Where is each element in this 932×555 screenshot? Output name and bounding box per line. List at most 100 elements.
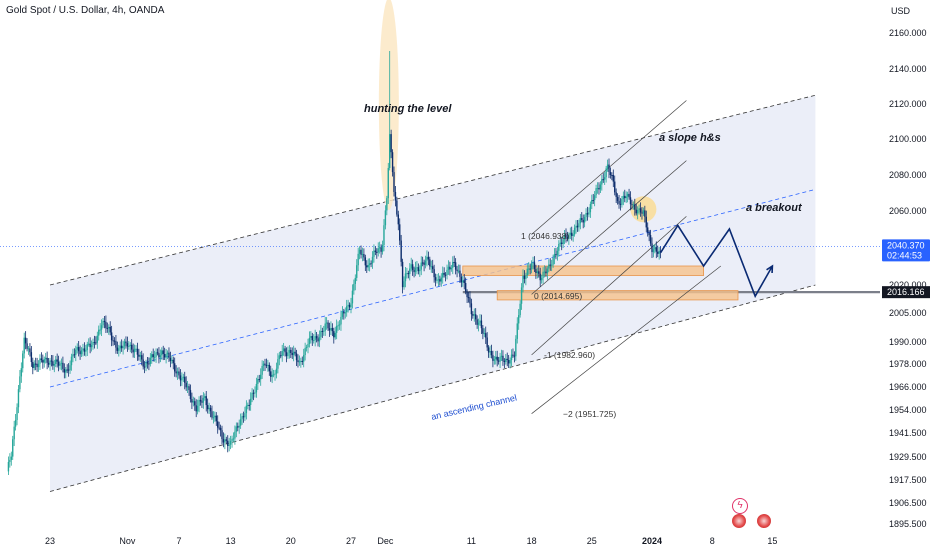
fib-label-1: 1 (2046.938): [521, 231, 569, 241]
candle-body: [344, 312, 346, 314]
support-zone[interactable]: [462, 265, 704, 276]
candle-body: [59, 363, 61, 366]
candle-body: [323, 330, 325, 332]
candle-body: [95, 342, 97, 344]
candle-body: [224, 439, 226, 443]
candle-body: [340, 316, 342, 325]
currency-label[interactable]: USD: [890, 6, 910, 16]
candle-body: [604, 177, 606, 180]
candle-body: [43, 359, 45, 363]
last-price-tag[interactable]: [882, 239, 930, 262]
price-tick-label: 1941.500: [889, 428, 927, 438]
candle-body: [271, 374, 273, 377]
candle-body: [153, 356, 156, 358]
candle-body: [20, 368, 23, 377]
candle-body: [257, 379, 259, 384]
candle-body: [473, 314, 475, 316]
candle-body: [73, 354, 76, 356]
candles: [7, 51, 662, 476]
candle-body: [420, 262, 422, 270]
time-tick-label: Nov: [119, 536, 136, 546]
candle-body: [562, 239, 564, 244]
us-flag-event-icon[interactable]: [757, 514, 771, 528]
candle-body: [654, 247, 656, 250]
candle-body: [532, 262, 534, 264]
candle-body: [433, 269, 435, 278]
candle-body: [185, 382, 187, 388]
candle-body: [50, 360, 53, 362]
candle-body: [499, 356, 501, 362]
candle-body: [151, 354, 153, 358]
candle-body: [558, 243, 560, 251]
candle-body: [295, 353, 298, 361]
candle-body: [331, 327, 334, 332]
candle-body: [108, 326, 110, 329]
candle-body: [614, 181, 616, 193]
candle-body: [145, 362, 147, 367]
candle-body: [453, 262, 455, 264]
candle-body: [353, 283, 355, 291]
candle-body: [298, 361, 301, 363]
candle-body: [324, 323, 326, 331]
us-flag-event-icon[interactable]: [732, 514, 746, 528]
candle-body: [19, 376, 21, 390]
candle-body: [109, 326, 111, 333]
candle-body: [274, 373, 276, 375]
channel-lower-line[interactable]: [49, 284, 816, 492]
fib-channel-line[interactable]: [531, 216, 687, 356]
candle-body: [619, 203, 622, 205]
candle-body: [487, 347, 490, 353]
projection-line[interactable]: [659, 223, 774, 299]
candle-body: [152, 354, 154, 358]
support-zone[interactable]: [496, 290, 739, 301]
candle-body: [394, 191, 397, 201]
candle-body: [172, 359, 174, 364]
candle-body: [548, 264, 550, 269]
candle-body: [475, 314, 477, 320]
candle-body: [409, 268, 411, 275]
candle-body: [390, 134, 392, 153]
candle-body: [227, 440, 229, 446]
fib-channel-line[interactable]: [531, 265, 722, 414]
candle-body: [118, 348, 120, 351]
candle-body: [66, 369, 68, 371]
candle-body: [103, 320, 106, 323]
time-tick-label: 23: [45, 536, 55, 546]
candle-body: [578, 223, 580, 228]
key-level-tag[interactable]: [882, 286, 930, 299]
flash-event-icon[interactable]: ϟ: [732, 498, 748, 514]
candle-body: [589, 204, 592, 213]
candle-body: [262, 363, 265, 366]
candle-body: [123, 341, 126, 347]
candle-body: [569, 232, 571, 235]
candle-body: [552, 257, 554, 265]
candle-body: [526, 268, 528, 276]
channel-midline[interactable]: [49, 189, 816, 388]
candle-body: [325, 322, 328, 324]
candle-body: [436, 280, 438, 282]
time-axis: 23 Nov 7 13 20 27 Dec 11 18 25 2024 8 15: [45, 536, 777, 546]
candle-body: [568, 234, 570, 239]
candle-body: [479, 320, 481, 323]
candle-body: [467, 297, 470, 299]
fib-channel-line[interactable]: [531, 160, 687, 295]
candle-body: [386, 198, 388, 211]
candle-body: [632, 204, 635, 206]
candle-body: [506, 358, 508, 360]
channel-upper-line[interactable]: [49, 94, 816, 286]
candle-body: [454, 262, 457, 270]
candle-body: [17, 389, 20, 408]
candle-body: [252, 392, 255, 394]
candle-body: [421, 262, 424, 264]
candle-body: [96, 335, 98, 343]
candle-body: [290, 349, 292, 353]
candle-body: [318, 336, 321, 342]
candle-body: [368, 263, 371, 265]
candle-body: [292, 351, 295, 356]
candle-body: [357, 253, 359, 266]
fib-label-m2: −2 (1951.725): [563, 409, 616, 419]
candle-body: [442, 272, 444, 278]
price-tick-label: 2140.000: [889, 64, 927, 74]
